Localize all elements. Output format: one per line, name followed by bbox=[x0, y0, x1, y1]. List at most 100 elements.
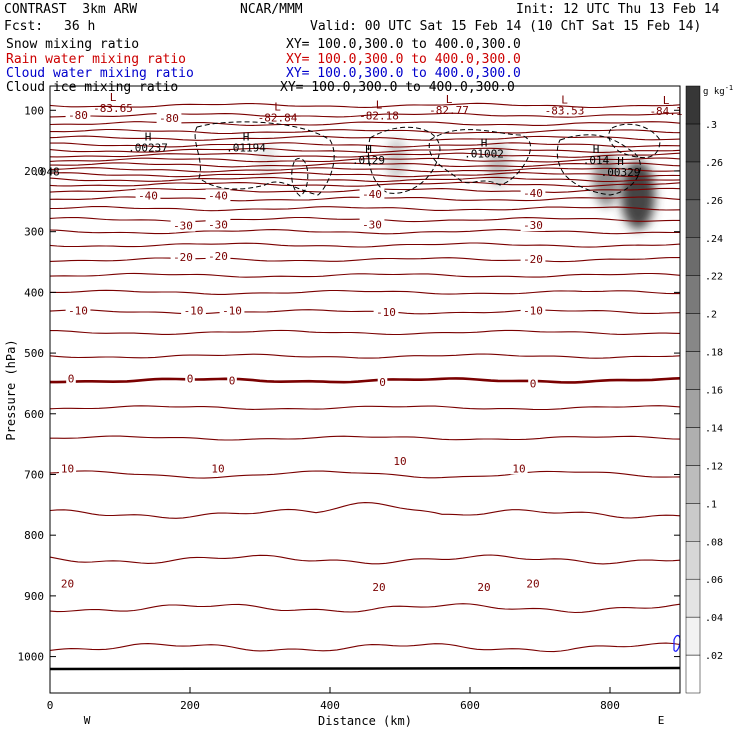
temperature-contour bbox=[49, 242, 681, 248]
field-cloudice-name: Cloud ice mixing ratio bbox=[6, 80, 179, 95]
label-bg bbox=[205, 218, 231, 231]
label-bg bbox=[475, 580, 493, 593]
extremum-marker: L bbox=[376, 98, 383, 111]
colorbar-cell bbox=[685, 199, 701, 238]
temperature-label: -30 bbox=[523, 219, 543, 232]
label-bg bbox=[181, 304, 206, 317]
extremum-value: .00237 bbox=[128, 142, 168, 155]
label-bg bbox=[58, 462, 77, 475]
temperature-label: 20 bbox=[526, 578, 539, 591]
x-tick-label: 0 bbox=[47, 699, 54, 712]
colorbar-tick-label: .2 bbox=[705, 310, 717, 321]
label-bg bbox=[209, 462, 227, 475]
temperature-label: 0 bbox=[530, 377, 537, 390]
ice-contour bbox=[428, 129, 531, 186]
temperature-label: -20 bbox=[173, 251, 193, 264]
temperature-contour bbox=[49, 353, 681, 359]
temperature-contour bbox=[49, 157, 681, 163]
colorbar-tick-label: .08 bbox=[705, 537, 723, 548]
colorbar-tick-label: .26 bbox=[705, 158, 723, 169]
label-bg bbox=[227, 374, 237, 387]
temperature-contour bbox=[49, 121, 681, 126]
field-rain-xy: XY= 100.0,300.0 to 400.0,300.0 bbox=[286, 52, 521, 67]
extremum-value: -82.84 bbox=[258, 111, 298, 124]
x-tick-label: 600 bbox=[460, 699, 480, 712]
center-label: NCAR/MMM bbox=[240, 2, 303, 17]
colorbar-tick-label: .02 bbox=[705, 651, 723, 662]
colorbar-cell bbox=[685, 503, 701, 542]
x-tick-label: 400 bbox=[320, 699, 340, 712]
label-bg bbox=[377, 376, 388, 389]
temperature-contour bbox=[49, 272, 681, 278]
colorbar-cell bbox=[685, 275, 701, 314]
east-label: E bbox=[658, 714, 665, 727]
x-tick-label: 200 bbox=[180, 699, 200, 712]
snow-shade-blob bbox=[487, 142, 509, 187]
extremum-value: -83.53 bbox=[545, 105, 585, 118]
label-bg bbox=[373, 305, 399, 318]
extremum-marker: H bbox=[365, 143, 372, 156]
label-bg bbox=[520, 304, 546, 317]
temperature-label: -10 bbox=[523, 305, 543, 318]
label-bg bbox=[65, 304, 91, 317]
colorbar-tick-label: .16 bbox=[705, 386, 723, 397]
forecast-hour: 36 h bbox=[64, 19, 96, 34]
y-tick-label: 800 bbox=[24, 529, 44, 542]
temperature-contour bbox=[49, 554, 681, 565]
extremum-marker: H bbox=[481, 137, 488, 150]
extremum-value: -82.18 bbox=[359, 109, 399, 122]
temperature-label: -10 bbox=[376, 306, 396, 319]
temperature-label: -30 bbox=[208, 218, 228, 231]
temperature-label: 10 bbox=[512, 462, 525, 475]
extremum-marker: H bbox=[145, 131, 152, 144]
label-bg bbox=[156, 112, 182, 125]
temperature-contour bbox=[50, 435, 681, 441]
temperature-label: -20 bbox=[208, 250, 228, 263]
temperature-label: 10 bbox=[211, 462, 224, 475]
temperature-contour bbox=[49, 112, 681, 118]
temperature-contour bbox=[49, 502, 681, 519]
colorbar-tick-label: .12 bbox=[705, 461, 723, 472]
colorbar-cell bbox=[685, 123, 701, 163]
colorbar-tick-label: .26 bbox=[705, 196, 723, 207]
snow-shade-blob bbox=[593, 153, 620, 207]
temperature-contour bbox=[49, 603, 681, 614]
label-bg bbox=[391, 455, 409, 468]
colorbar-cell bbox=[685, 541, 701, 580]
temperature-contour bbox=[49, 309, 681, 315]
x-axis-label: Distance (km) bbox=[318, 714, 412, 728]
forecast-label: Fcst: bbox=[4, 19, 44, 34]
field-cloudwater-name: Cloud water mixing ratio bbox=[6, 66, 194, 81]
colorbar-tick-label: .14 bbox=[705, 423, 723, 434]
extremum-value: -83.65 bbox=[93, 102, 133, 115]
colorbar: .02 .04 .06 .08 .1 .12 .14 .16 .18 .2 .22 .24 .26 .26… bbox=[685, 84, 733, 694]
temperature-label: 20 bbox=[61, 578, 74, 591]
label-bg bbox=[524, 577, 542, 590]
y-tick-label: 500 bbox=[24, 347, 44, 360]
extremum-value: -82.77 bbox=[429, 104, 469, 117]
colorbar-cell bbox=[685, 85, 701, 125]
field-rain-name: Rain water mixing ratio bbox=[6, 52, 187, 67]
temperature-contour bbox=[50, 162, 681, 168]
colorbar-cell bbox=[685, 616, 701, 656]
label-bg bbox=[185, 372, 195, 385]
colorbar-unit: g kg-1 bbox=[703, 84, 733, 97]
temperature-contour bbox=[49, 152, 681, 158]
temperature-label: 0 bbox=[379, 376, 386, 389]
field-cloudwater-xy: XY= 100.0,300.0 to 400.0,300.0 bbox=[286, 66, 521, 81]
extremum-value: -84.1 bbox=[649, 105, 682, 118]
temperature-label: -20 bbox=[523, 253, 543, 266]
cloud-ice-contours bbox=[194, 121, 661, 197]
label-bg bbox=[205, 189, 231, 202]
y-tick-label: 700 bbox=[24, 468, 44, 481]
label-bg bbox=[66, 372, 76, 385]
ice-contour bbox=[556, 134, 641, 196]
colorbar-tick-label: .3 bbox=[705, 120, 717, 131]
ice-contour bbox=[291, 157, 309, 197]
temperature-contour bbox=[49, 642, 681, 653]
y-axis-label: Pressure (hPa) bbox=[4, 339, 18, 440]
y-tick-label: 400 bbox=[24, 286, 44, 299]
temperature-label: -30 bbox=[173, 220, 193, 233]
temperature-label: 20 bbox=[372, 581, 385, 594]
x-tick-label: 800 bbox=[600, 699, 620, 712]
